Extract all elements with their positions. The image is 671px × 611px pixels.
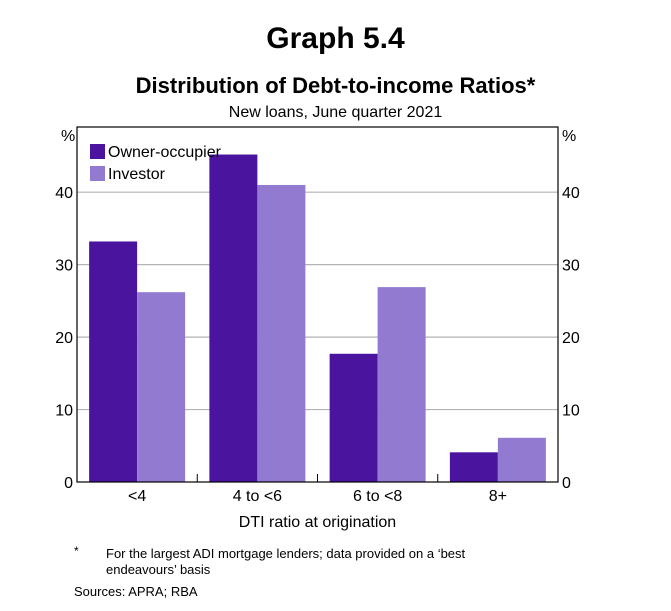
y-axis-unit-right: % bbox=[562, 128, 576, 145]
x-axis-title: DTI ratio at origination bbox=[239, 514, 396, 531]
x-tick-label: 8+ bbox=[489, 488, 507, 505]
y-tick-label-left: 20 bbox=[55, 330, 73, 347]
bar-investor bbox=[377, 287, 426, 482]
y-tick-label-left: 0 bbox=[64, 475, 73, 492]
bar-owner-occupier bbox=[329, 353, 378, 482]
axis-ticks bbox=[196, 474, 439, 482]
bar-investor bbox=[257, 184, 306, 483]
y-tick-label-left: 40 bbox=[55, 185, 73, 202]
y-tick-label-right: 10 bbox=[562, 403, 580, 420]
y-axis-unit-left: % bbox=[61, 128, 75, 145]
legend: Owner-occupier Investor bbox=[90, 144, 222, 183]
chart-subtitle: New loans, June quarter 2021 bbox=[228, 104, 443, 121]
bar-owner-occupier bbox=[209, 154, 258, 482]
x-tick-label: 6 to <8 bbox=[353, 488, 402, 505]
footnote-marker: * bbox=[74, 544, 79, 558]
y-tick-label-right: 20 bbox=[562, 330, 580, 347]
graph-number: Graph 5.4 bbox=[266, 22, 405, 55]
y-tick-label-right: 40 bbox=[562, 185, 580, 202]
x-tick-label: 4 to <6 bbox=[233, 488, 282, 505]
x-tick-label: <4 bbox=[128, 488, 146, 505]
bar-investor bbox=[497, 437, 546, 482]
chart-title: Distribution of Debt-to-income Ratios* bbox=[135, 73, 536, 98]
legend-label: Investor bbox=[108, 166, 166, 183]
bar-owner-occupier bbox=[89, 241, 138, 482]
y-tick-label-right: 30 bbox=[562, 258, 580, 275]
sources: Sources: APRA; RBA bbox=[74, 584, 198, 599]
y-tick-label-left: 30 bbox=[55, 258, 73, 275]
bar-owner-occupier bbox=[449, 452, 498, 482]
x-tick-labels: <4 4 to <6 6 to <8 8+ bbox=[128, 488, 507, 505]
y-tick-labels: 0 0 10 10 20 20 30 30 40 40 bbox=[55, 185, 580, 492]
bars bbox=[89, 154, 546, 483]
footnote-text: For the largest ADI mortgage lenders; da… bbox=[106, 546, 466, 577]
y-tick-label-left: 10 bbox=[55, 403, 73, 420]
legend-label: Owner-occupier bbox=[108, 144, 222, 161]
legend-swatch bbox=[90, 144, 105, 159]
bar-investor bbox=[137, 292, 186, 482]
y-tick-label-right: 0 bbox=[562, 475, 571, 492]
legend-swatch bbox=[90, 166, 105, 181]
